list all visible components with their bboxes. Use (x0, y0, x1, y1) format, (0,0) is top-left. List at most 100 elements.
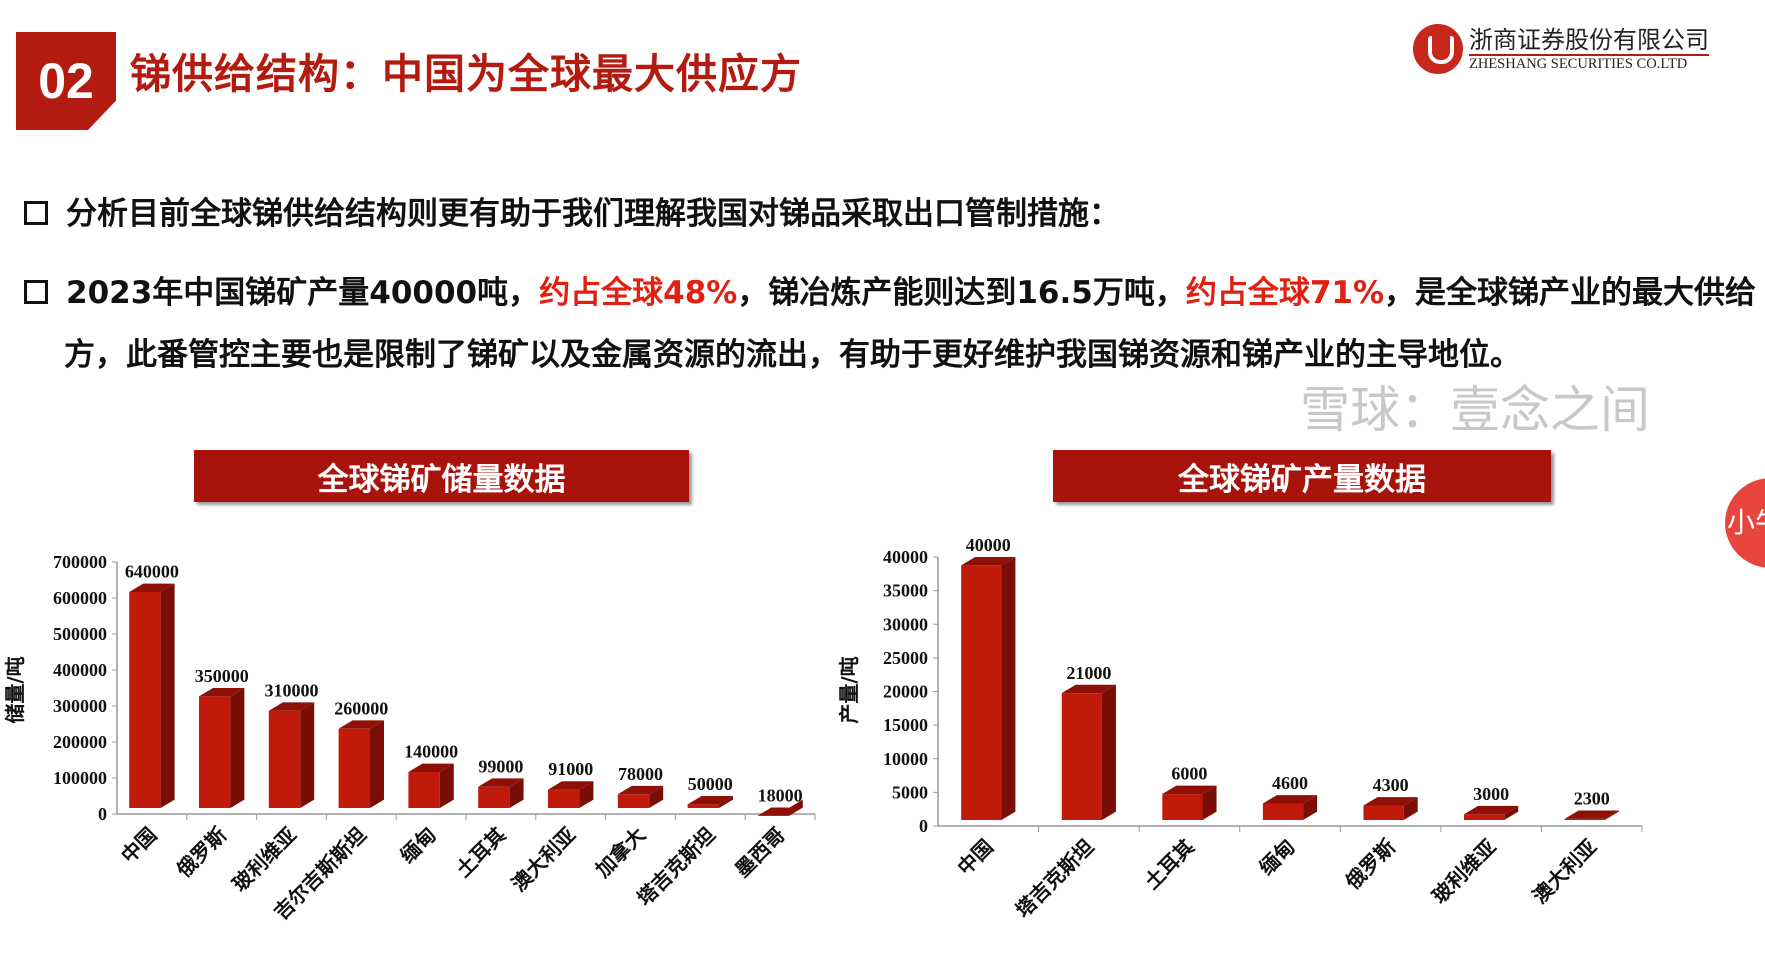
bar-front (1262, 803, 1304, 820)
bar-top (617, 785, 664, 795)
bar-front (617, 794, 650, 808)
chart-title-production: 全球锑矿产量数据 (1053, 450, 1551, 502)
bar-top (338, 720, 384, 729)
bar (199, 688, 245, 808)
data-label: 260000 (334, 698, 388, 718)
bar-top (687, 796, 733, 805)
data-label: 6000 (1171, 764, 1207, 784)
category-label: 缅甸 (1254, 835, 1299, 880)
bar-front (478, 786, 510, 808)
bar-front (1162, 794, 1203, 820)
bar-side (719, 796, 733, 808)
category-label: 俄罗斯 (171, 823, 231, 883)
data-label: 50000 (688, 774, 733, 794)
data-label: 140000 (404, 742, 458, 762)
bar-top (408, 763, 454, 772)
bar (1061, 684, 1116, 820)
y-tick-label: 15000 (883, 715, 928, 735)
bullet-2: 2023年中国锑矿产量40000吨，约占全球48%，锑冶炼产能则达到16.5万吨… (24, 262, 1764, 386)
bar-side (439, 763, 454, 808)
bar-side (370, 720, 384, 808)
y-tick-label: 0 (98, 804, 107, 824)
bar (478, 778, 524, 808)
bar (548, 781, 594, 808)
category-label: 澳大利亚 (1528, 835, 1602, 909)
data-label: 21000 (1066, 663, 1111, 683)
bar-front (1363, 805, 1404, 820)
data-label: 99000 (478, 756, 523, 776)
category-label: 墨西哥 (730, 823, 789, 882)
y-tick-label: 200000 (53, 732, 107, 752)
category-label: 土耳其 (1140, 835, 1199, 894)
checkbox-square-icon (24, 200, 48, 225)
bar-side (1001, 557, 1016, 820)
bar-top (1162, 785, 1217, 795)
bullet-2-segment: ，是全球锑产业的最大供给方，此番管控主要也是限制了锑矿以及金属资源的流出，有助于… (64, 275, 1757, 373)
bar-top (478, 778, 524, 787)
bar-side (1403, 797, 1418, 820)
category-label: 塔吉克斯坦 (1011, 835, 1099, 923)
bar-top (548, 781, 594, 790)
y-tick-label: 10000 (883, 749, 928, 769)
logo-cn-text: 浙商证券股份有限公司 (1469, 25, 1709, 56)
y-tick-label: 20000 (883, 682, 928, 702)
bar-top (199, 688, 245, 697)
data-label: 4300 (1373, 775, 1409, 795)
logo-en-text: ZHESHANG SECURITIES CO.LTD (1469, 55, 1688, 72)
bullet-1-text: 分析目前全球锑供给结构则更有助于我们理解我国对锑品采取出口管制措施： (66, 196, 1120, 232)
bar (961, 557, 1016, 820)
bullet-2-highlight-ore-share: 约占全球48% (539, 275, 738, 311)
category-label: 中国 (116, 823, 161, 868)
bar-side (509, 778, 524, 808)
data-label: 91000 (548, 759, 593, 779)
bar-top (1564, 810, 1619, 819)
bar (1363, 797, 1418, 820)
bar-front (338, 728, 371, 808)
bullet-1: 分析目前全球锑供给结构则更有助于我们理解我国对锑品采取出口管制措施： (24, 183, 1120, 245)
category-label: 澳大利亚 (507, 823, 581, 897)
data-label: 40000 (966, 535, 1011, 555)
data-label: 2300 (1574, 789, 1610, 809)
bar-front (687, 804, 720, 808)
category-label: 土耳其 (451, 823, 510, 882)
bar-side (579, 781, 594, 808)
bullet-2-segment: ，锑冶炼产能则达到16.5万吨， (737, 275, 1186, 311)
bar-side (1202, 785, 1217, 820)
bar-side (1101, 684, 1116, 820)
bar-side (1604, 810, 1619, 820)
y-axis-label: 储量/吨 (3, 656, 27, 723)
data-label: 350000 (195, 666, 249, 686)
bar (757, 799, 803, 816)
bar (1162, 785, 1217, 820)
bullet-2-segment: 2023年中国锑矿产量40000吨， (66, 275, 540, 311)
data-label: 18000 (758, 786, 803, 806)
logo-icon (1413, 24, 1463, 74)
y-axis-label: 产量/吨 (837, 656, 861, 723)
bar-side (300, 702, 315, 808)
data-label: 4600 (1272, 773, 1308, 793)
data-label: 3000 (1473, 784, 1509, 804)
watermark: 雪球：壹念之间 (1300, 381, 1650, 439)
bar (338, 720, 384, 808)
bar (687, 796, 733, 808)
bar-side (649, 785, 664, 808)
bar-top (1061, 684, 1116, 694)
company-logo: 浙商证券股份有限公司 ZHESHANG SECURITIES CO.LTD (1413, 24, 1709, 74)
data-label: 310000 (265, 680, 319, 700)
bar (268, 702, 315, 808)
y-tick-label: 700000 (53, 552, 107, 572)
y-tick-label: 400000 (53, 660, 107, 680)
data-label: 78000 (618, 764, 663, 784)
chart-title-reserves: 全球锑矿储量数据 (194, 450, 689, 502)
bar (1564, 810, 1619, 820)
y-tick-label: 300000 (53, 696, 107, 716)
bullet-2-highlight-smelting-share: 约占全球71% (1185, 275, 1385, 311)
bar-side (1303, 795, 1318, 820)
bar-top (1262, 795, 1318, 804)
category-label: 玻利维亚 (1427, 835, 1501, 909)
section-number: 02 (16, 32, 116, 130)
bar-top (129, 583, 175, 592)
bar-side (230, 688, 245, 808)
y-tick-label: 600000 (53, 588, 107, 608)
